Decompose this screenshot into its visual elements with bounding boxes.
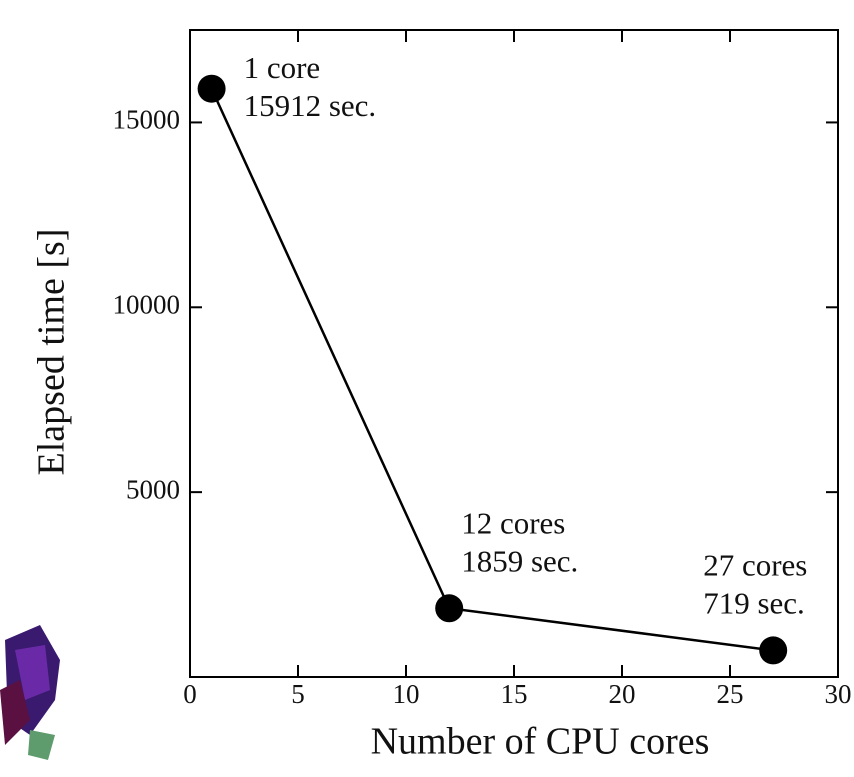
x-tick-label: 5 [291, 679, 305, 709]
molecule-decoration [0, 625, 60, 760]
x-tick-label: 15 [501, 679, 528, 709]
value-label: 15912 sec. [244, 88, 377, 123]
decoration [28, 730, 55, 760]
data-point [198, 75, 226, 103]
data-point [759, 636, 787, 664]
point-label: 1 core [244, 50, 321, 85]
x-tick-label: 20 [609, 679, 636, 709]
x-tick-label: 0 [183, 679, 197, 709]
point-label: 27 cores [703, 548, 807, 583]
x-tick-label: 30 [825, 679, 852, 709]
y-tick-label: 5000 [126, 474, 180, 504]
x-axis-title: Number of CPU cores [371, 721, 710, 763]
chart: Number of CPU cores Elapsed time [s] 0 5 1… [0, 0, 854, 777]
y-tick-label: 10000 [113, 289, 181, 319]
data-point [435, 594, 463, 622]
x-tick-label: 25 [717, 679, 744, 709]
page: {"chart_data": {"type": "line", "x_label… [0, 0, 854, 777]
y-axis-title: Elapsed time [s] [31, 229, 73, 476]
y-tick-label: 15000 [113, 105, 181, 135]
value-label: 719 sec. [703, 586, 805, 621]
value-label: 1859 sec. [461, 543, 578, 578]
x-tick-label: 10 [393, 679, 420, 709]
point-label: 12 cores [461, 505, 565, 540]
